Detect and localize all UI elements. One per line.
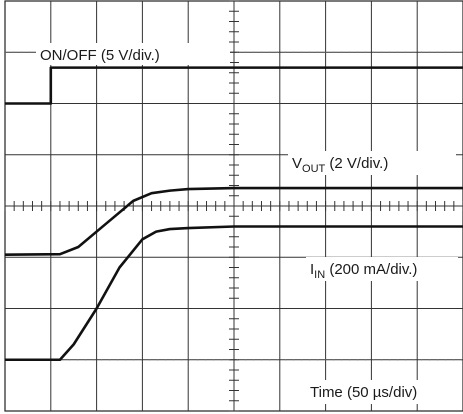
iin-label: IIN (200 mA/div.) <box>310 261 417 281</box>
iin-trace <box>5 225 463 362</box>
vout-label-bg <box>288 151 456 175</box>
iin-label-rest: (200 mA/div.) <box>325 261 417 278</box>
traces <box>4 66 463 362</box>
vout-label-sub: OUT <box>302 163 326 175</box>
time-label: Time (50 µs/div) <box>310 384 417 401</box>
vout-trace <box>4 186 463 256</box>
onoff-label: ON/OFF (5 V/div.) <box>40 47 160 64</box>
time-label-bg <box>306 380 458 404</box>
annotation-labels: ON/OFF (5 V/div.) VOUT (2 V/div.) IIN (2… <box>36 43 458 404</box>
iin-label-main: I <box>310 261 314 278</box>
vout-label-main: V <box>292 155 302 172</box>
onoff-label-bg <box>36 43 230 65</box>
iin-label-sub: IN <box>314 269 325 281</box>
vout-label-rest: (2 V/div.) <box>325 155 388 172</box>
iin-label-bg <box>306 257 458 281</box>
onoff-trace <box>5 66 463 105</box>
vout-label: VOUT (2 V/div.) <box>292 155 388 175</box>
